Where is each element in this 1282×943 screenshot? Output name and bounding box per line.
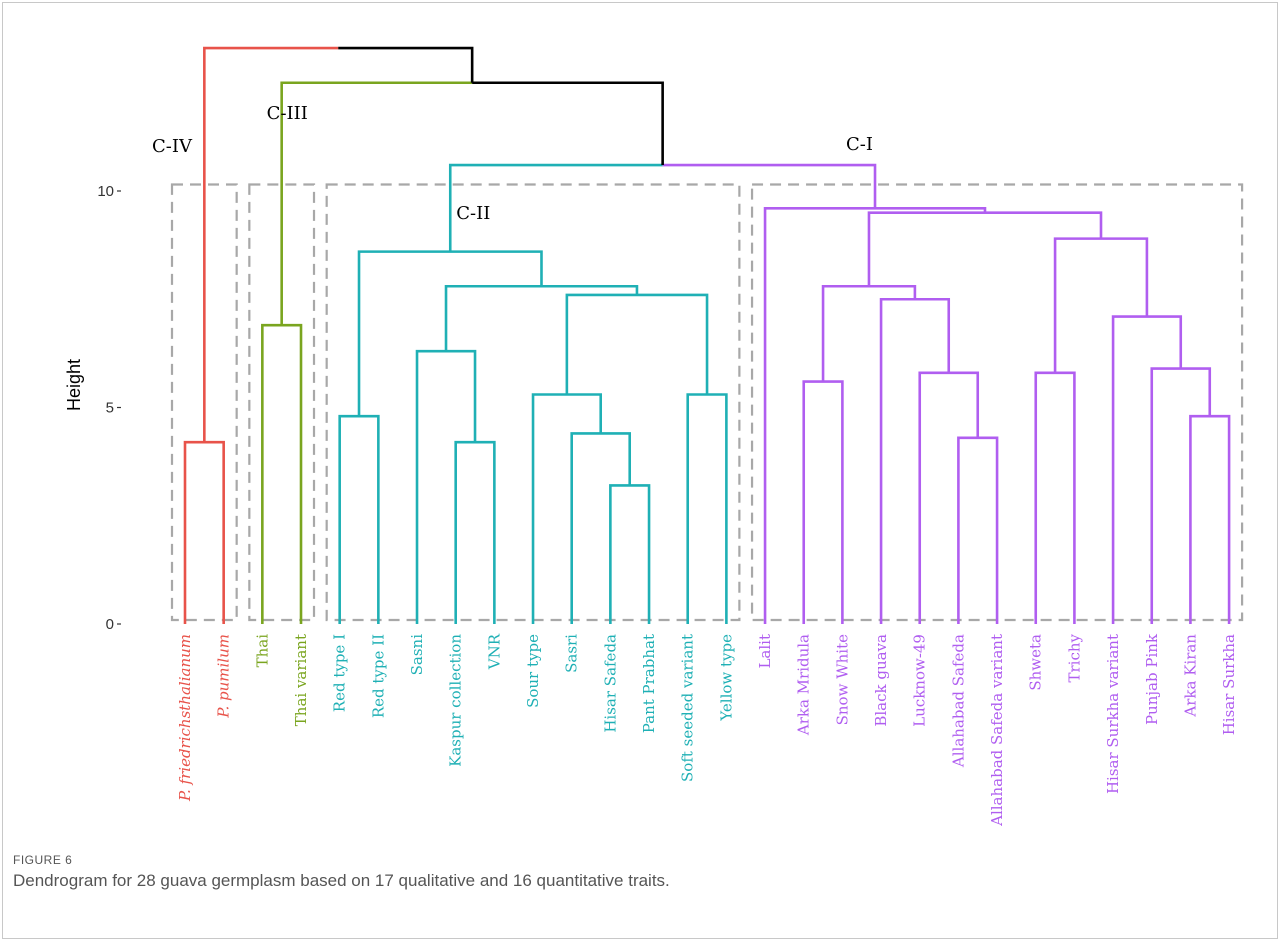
- leaf-label: Kaspur collection: [447, 634, 465, 767]
- leaf-label: Pant Prabhat: [640, 634, 658, 733]
- y-axis-label: Height: [64, 359, 84, 411]
- dendrogram-link: [802, 380, 844, 624]
- leaf-label: Thai variant: [292, 634, 310, 726]
- leaf-label: Punjab Pink: [1143, 633, 1161, 725]
- leaf-label: Allahabad Safeda: [949, 634, 967, 768]
- leaf-label: Yellow type: [717, 634, 735, 722]
- leaf-label: Arka Mridula: [795, 634, 813, 736]
- dendrogram-link: [1034, 371, 1076, 624]
- dendrogram-link: [203, 46, 339, 443]
- cluster-labels: C-IV C-III C-II C-I: [152, 103, 873, 224]
- dendrogram-link: [1150, 367, 1212, 624]
- leaf-label: Hisar Safeda: [601, 634, 619, 733]
- y-axis: Height 0 5 10: [64, 183, 121, 633]
- dendrogram-link: [1111, 315, 1183, 624]
- dendrogram-link: [472, 81, 664, 166]
- dendrogram-link: [338, 414, 380, 624]
- leaf-label: Lucknow-49: [911, 634, 929, 727]
- leaf-label: Shweta: [1027, 634, 1045, 691]
- leaf-labels: P. friedrichsthalianum P. pumilum Thai Thai…: [176, 633, 1238, 827]
- cluster-label-c-iv: C-IV: [152, 136, 193, 157]
- dendrogram-links: [183, 46, 1231, 624]
- dendrogram-link: [879, 297, 951, 624]
- leaf-label: P. pumilum: [215, 634, 233, 719]
- cluster-box-c-iii: [248, 183, 316, 622]
- dendrogram-link: [183, 440, 225, 624]
- dendrogram-link: [609, 484, 651, 624]
- dendrogram-link: [357, 250, 543, 417]
- y-tick-label: 5: [106, 400, 114, 417]
- dendrogram-link: [957, 436, 999, 624]
- dendrogram-link: [662, 163, 877, 209]
- dendrogram-link: [280, 81, 473, 326]
- leaf-label: Sasri: [563, 634, 581, 673]
- leaf-label: Soft seeded variant: [679, 634, 697, 782]
- leaf-label: Black guava: [872, 634, 890, 727]
- dendrogram-link: [1189, 414, 1231, 624]
- leaf-label: Red type I: [331, 634, 349, 712]
- cluster-boxes: [170, 183, 1244, 622]
- dendrogram-link: [1053, 237, 1149, 373]
- figure-caption: Dendrogram for 28 guava germplasm based …: [13, 871, 670, 890]
- dendrogram-link: [763, 207, 987, 624]
- dendrogram-link: [415, 349, 477, 624]
- dendrogram-link: [570, 432, 632, 624]
- leaf-label: Thai: [253, 634, 271, 668]
- leaf-label: Snow White: [833, 634, 851, 725]
- dendrogram-link: [867, 211, 1103, 287]
- leaf-label: Hisar Surkha variant: [1104, 634, 1122, 794]
- dendrogram-link: [454, 440, 496, 624]
- cluster-label-c-iii: C-III: [267, 103, 308, 124]
- dendrogram-link: [261, 323, 303, 624]
- dendrogram-link: [918, 371, 980, 624]
- cluster-box-c-iv: [170, 183, 238, 622]
- leaf-label: Sasni: [408, 634, 426, 676]
- leaf-label: Red type II: [369, 634, 387, 718]
- y-tick-label: 0: [106, 616, 114, 633]
- figure-number: FIGURE 6: [13, 853, 73, 867]
- dendrogram-link: [448, 163, 663, 252]
- y-tick-label: 10: [97, 183, 114, 200]
- dendrogram-link: [686, 393, 728, 624]
- dendrogram-link: [338, 46, 474, 83]
- leaf-label: Trichy: [1065, 633, 1083, 682]
- dendrogram-link: [531, 393, 603, 624]
- leaf-label: Arka Kiran: [1181, 634, 1199, 718]
- leaf-label: Sour type: [524, 634, 542, 708]
- cluster-label-c-i: C-I: [846, 134, 873, 155]
- leaf-label: VNR: [485, 633, 503, 670]
- cluster-label-c-ii: C-II: [456, 203, 490, 224]
- leaf-label: Hisar Surkha: [1220, 634, 1238, 735]
- dendrogram-link: [565, 293, 709, 395]
- leaf-label: P. friedrichsthalianum: [176, 634, 194, 802]
- leaf-label: Lalit: [756, 634, 774, 669]
- leaf-label: Allahabad Safeda variant: [988, 634, 1006, 827]
